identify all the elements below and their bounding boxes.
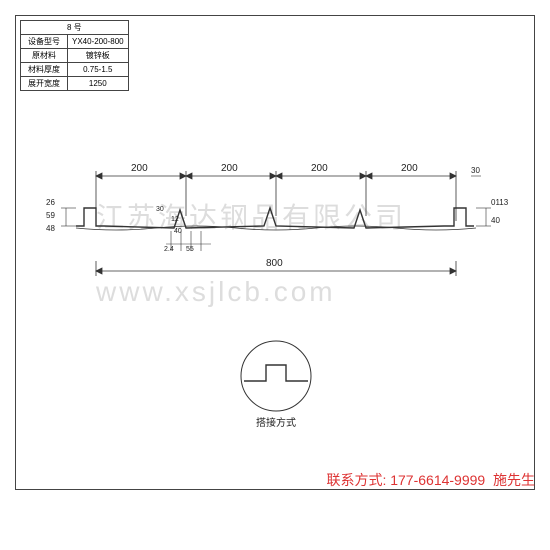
- dim-r30: 30: [471, 166, 480, 175]
- contact-phone: 177-6614-9999: [390, 472, 485, 488]
- dim-200-2: 200: [221, 163, 238, 174]
- dim-d24: 2.4: [164, 246, 174, 253]
- dim-r40: 40: [491, 216, 500, 225]
- dim-d55: 55: [186, 246, 194, 253]
- dim-r011: 0113: [491, 198, 508, 207]
- dim-200-3: 200: [311, 163, 328, 174]
- dim-l59: 59: [46, 211, 55, 220]
- dim-total: 800: [266, 258, 283, 269]
- dim-d40: 40: [174, 228, 182, 235]
- joint-label: 搭接方式: [256, 414, 296, 429]
- dim-l26: 26: [46, 198, 55, 207]
- contact-label: 联系方式:: [326, 472, 386, 488]
- dim-200-4: 200: [401, 163, 418, 174]
- dim-d12: 12: [171, 216, 179, 223]
- dim-d30: 30: [156, 206, 164, 213]
- contact-info: 联系方式: 177-6614-9999 施先生: [326, 470, 535, 490]
- contact-name: 施先生: [493, 472, 535, 488]
- dim-l48: 48: [46, 224, 55, 233]
- profile-drawing: [16, 16, 536, 476]
- dim-200-1: 200: [131, 163, 148, 174]
